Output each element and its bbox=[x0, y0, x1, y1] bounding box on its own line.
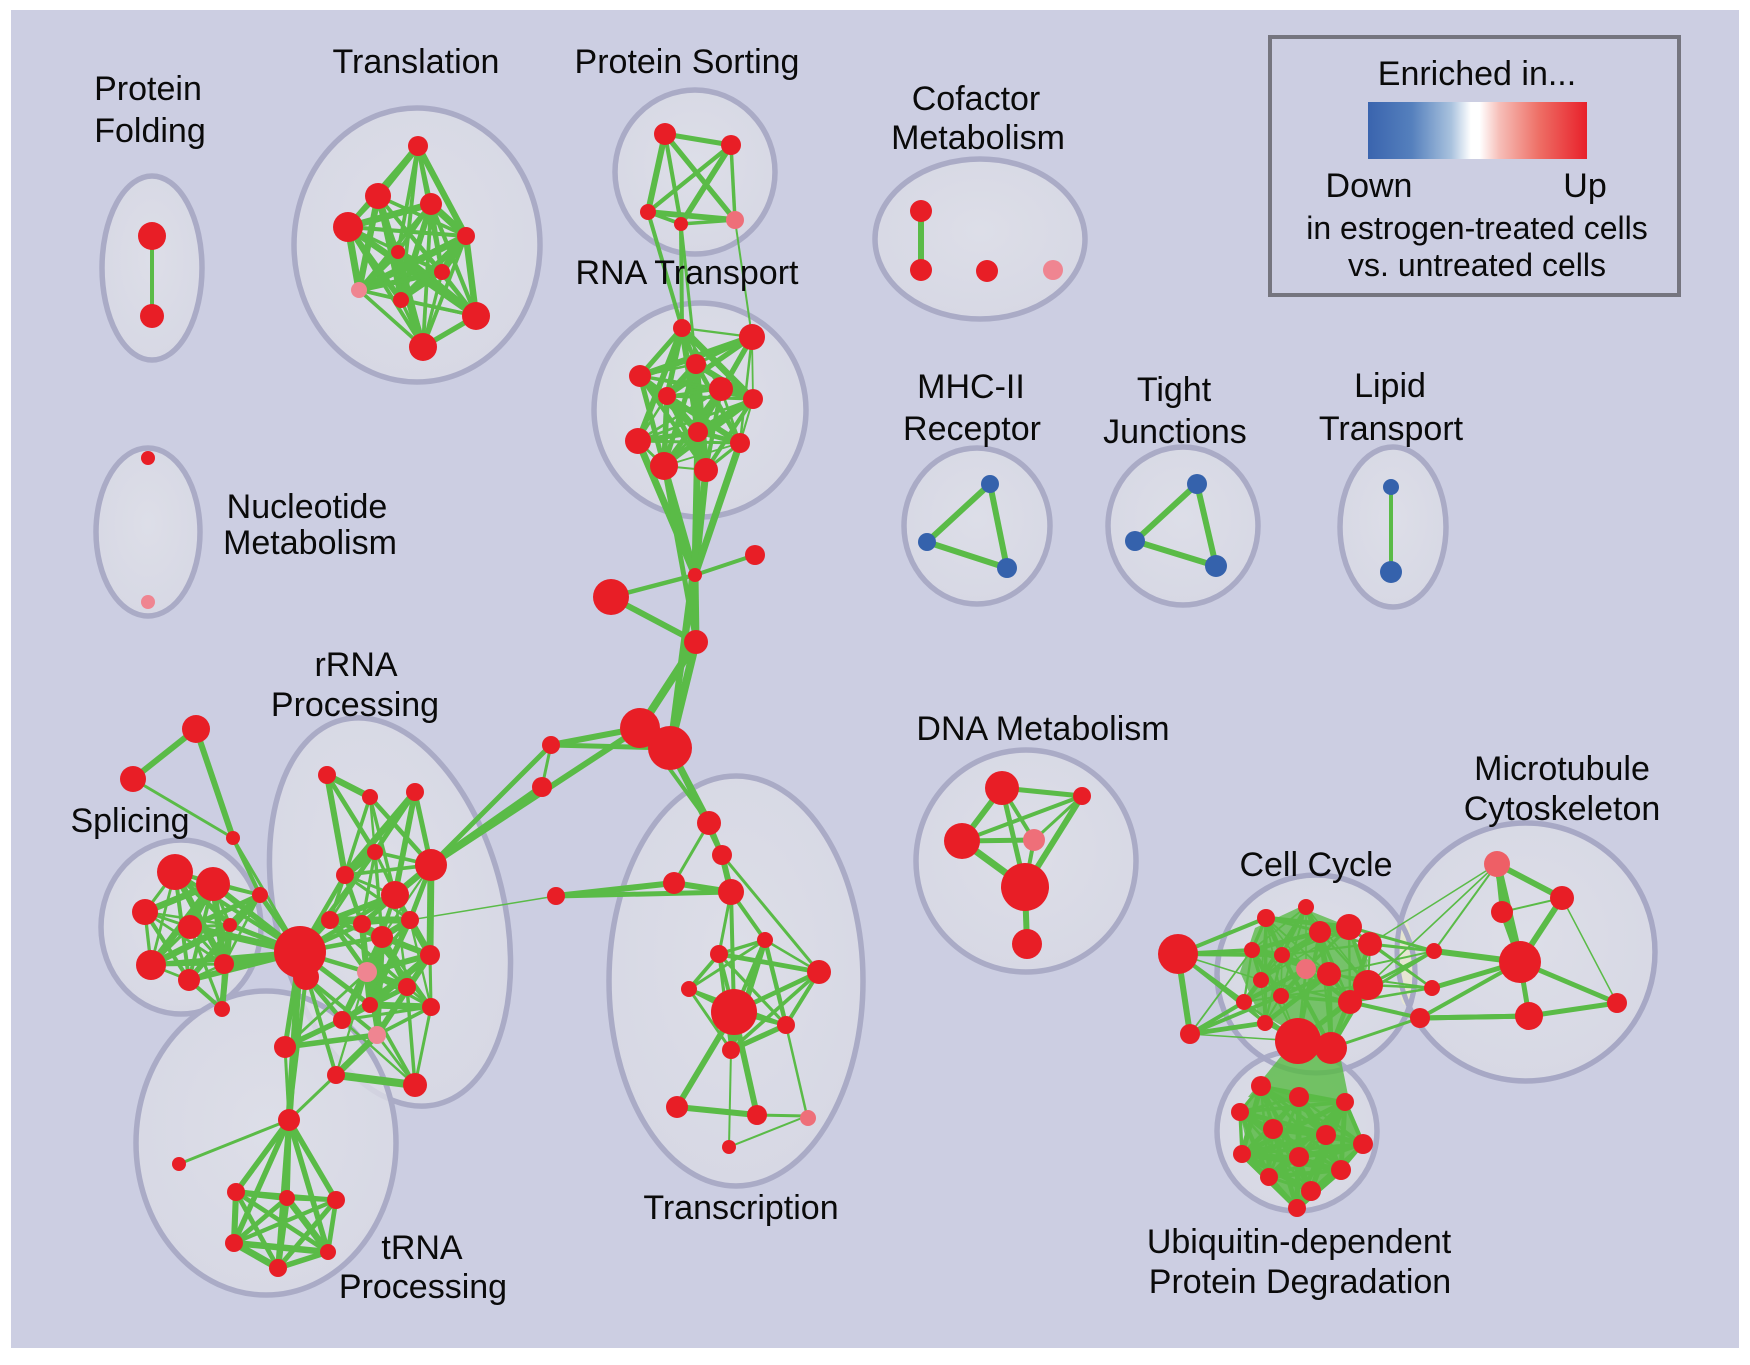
svg-text:Protein Degradation: Protein Degradation bbox=[1149, 1263, 1451, 1301]
svg-text:Ubiquitin-dependent: Ubiquitin-dependent bbox=[1147, 1223, 1452, 1261]
svg-text:Cell Cycle: Cell Cycle bbox=[1239, 846, 1392, 884]
svg-text:Nucleotide: Nucleotide bbox=[227, 488, 388, 526]
svg-text:Metabolism: Metabolism bbox=[223, 524, 397, 562]
svg-text:Up: Up bbox=[1563, 167, 1606, 205]
svg-text:Transport: Transport bbox=[1319, 410, 1464, 448]
svg-text:tRNA: tRNA bbox=[381, 1229, 463, 1267]
svg-text:Microtubule: Microtubule bbox=[1474, 750, 1650, 788]
svg-text:Lipid: Lipid bbox=[1354, 367, 1426, 405]
svg-text:RNA Transport: RNA Transport bbox=[576, 254, 800, 292]
svg-text:in estrogen-treated cells: in estrogen-treated cells bbox=[1306, 210, 1648, 246]
svg-text:Protein Sorting: Protein Sorting bbox=[575, 43, 800, 81]
svg-text:DNA Metabolism: DNA Metabolism bbox=[916, 710, 1169, 748]
svg-text:vs. untreated cells: vs. untreated cells bbox=[1348, 247, 1606, 283]
svg-text:Enriched in...: Enriched in... bbox=[1378, 55, 1576, 93]
svg-text:Translation: Translation bbox=[333, 43, 500, 81]
svg-text:Transcription: Transcription bbox=[643, 1189, 838, 1227]
svg-text:Processing: Processing bbox=[271, 686, 439, 724]
svg-text:Folding: Folding bbox=[94, 112, 206, 150]
svg-text:Receptor: Receptor bbox=[903, 410, 1041, 448]
svg-text:Junctions: Junctions bbox=[1103, 413, 1247, 451]
svg-text:Metabolism: Metabolism bbox=[891, 119, 1065, 157]
svg-text:Processing: Processing bbox=[339, 1268, 507, 1306]
svg-text:Tight: Tight bbox=[1137, 371, 1212, 409]
svg-text:rRNA: rRNA bbox=[314, 646, 397, 684]
svg-text:Cofactor: Cofactor bbox=[912, 80, 1041, 118]
svg-text:MHC-II: MHC-II bbox=[917, 368, 1025, 406]
svg-text:Splicing: Splicing bbox=[70, 802, 189, 840]
svg-text:Protein: Protein bbox=[94, 70, 202, 108]
svg-text:Cytoskeleton: Cytoskeleton bbox=[1464, 790, 1661, 828]
svg-text:Down: Down bbox=[1326, 167, 1413, 205]
